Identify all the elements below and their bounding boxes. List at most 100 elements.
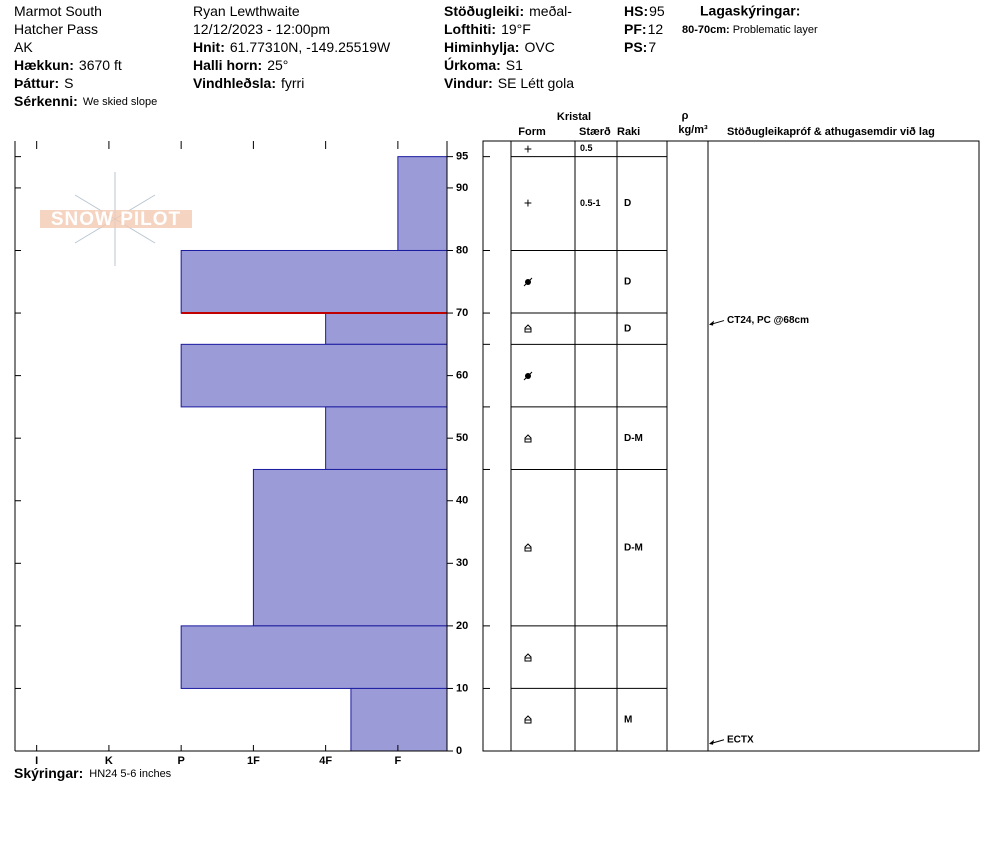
moisture: D-M [624,433,643,444]
grain-size: 0.5 [580,143,593,153]
y-tick-label: 90 [456,182,468,194]
x-tick-label: K [105,755,113,767]
test-label: CT24, PC @68cm [727,315,809,326]
field-value: 7 [648,39,656,55]
field-value: 61.77310N, -149.25519W [230,39,391,55]
header-field: 12/12/2023 - 12:00pm [193,21,330,37]
table-header: Stöðugleikapróf & athugasemdir við lag [727,126,935,138]
arrow-head [709,320,714,326]
note-label: 80-70cm: [682,24,730,36]
moisture: D [624,198,631,209]
footer: Skýringar: HN24 5-6 inches [14,765,172,781]
moisture: D [624,323,631,334]
moisture: D-M [624,542,643,553]
y-tick-label: 50 [456,432,468,444]
hardness-layer [180,249,448,314]
form-symbol [524,653,532,662]
hardness-layer [325,312,448,345]
logo-band [40,210,192,228]
header-field: Vindhleðsla: fyrri [193,75,304,91]
header-field: Stöðugleiki: meðal- [444,3,572,19]
form-symbol [524,543,532,552]
table-header: Kristal [557,111,591,123]
field-label: Himinhylja: [444,39,519,55]
y-tick-label: 80 [456,244,468,256]
field-label: Þáttur: [14,75,59,91]
form-symbol: + [524,195,532,211]
field-value: SE Létt gola [498,75,574,91]
form-symbol [523,277,533,287]
field-label: Vindur: [444,75,493,91]
hardness-layer [180,343,448,408]
field-label: Vindhleðsla: [193,75,276,91]
form-symbol [524,324,532,333]
field-value: 3670 ft [79,57,122,73]
field-value: AK [14,39,33,55]
header-field: PF:12 [624,21,663,37]
field-value: 95 [649,3,665,19]
y-tick-label: 10 [456,682,468,694]
field-value: 12/12/2023 - 12:00pm [193,21,330,37]
field-value: Ryan Lewthwaite [193,3,300,19]
grain-size: 0.5-1 [580,198,601,208]
field-value: S [64,75,73,91]
table-header: Form [518,126,546,138]
header-field: Himinhylja: OVC [444,39,555,55]
y-tick-label: 95 [456,151,468,163]
arrow-head [709,739,714,745]
header-field: Hækkun: 3670 ft [14,57,122,73]
x-tick-label: P [177,755,184,767]
header-field: Halli horn: 25° [193,57,288,73]
field-label: Hnit: [193,39,225,55]
field-label: Hækkun: [14,57,74,73]
y-tick-label: 60 [456,370,468,382]
header-field: Vindur: SE Létt gola [444,75,574,91]
hardness-layer [180,625,448,689]
y-tick-label: 30 [456,557,468,569]
y-tick-label: 20 [456,620,468,632]
table-header: Stærð [579,126,611,138]
table-header: kg/m³ [678,124,708,136]
moisture: D [624,276,631,287]
footer-value: HN24 5-6 inches [89,768,171,780]
field-value: 19°F [501,21,531,37]
hardness-layer [325,406,448,470]
field-label: Sérkenni: [14,93,78,109]
moisture: M [624,714,632,725]
form-symbol: + [524,141,532,157]
header-field: HS:95 [624,3,665,19]
field-label: PF: [624,21,647,37]
form-symbol [524,434,532,443]
field-label: Stöðugleiki: [444,3,524,19]
logo-text: SNOW PILOT [51,209,181,230]
x-tick-label: 4F [319,755,332,767]
y-tick-label: 70 [456,307,468,319]
y-tick-label: 0 [456,745,462,757]
field-value: 25° [267,57,288,73]
x-tick-label: 1F [247,755,260,767]
field-label: Úrkoma: [444,56,501,73]
note-text: Problematic layer [733,24,818,36]
field-value: Hatcher Pass [14,21,98,37]
form-symbol [524,715,532,724]
notes-title: Lagaskýringar: [700,3,800,19]
field-value: OVC [524,39,554,55]
header-field: Hatcher Pass [14,21,98,37]
field-value: Marmot South [14,3,102,19]
header-field: Þáttur: S [14,75,73,91]
y-tick-label: 40 [456,495,468,507]
field-value: We skied slope [83,96,157,108]
x-tick-label: I [35,755,38,767]
field-value: S1 [506,57,523,73]
table-header: Raki [617,126,640,138]
header-field: Hnit: 61.77310N, -149.25519W [193,39,391,55]
x-tick-label: F [395,755,402,767]
header-field: Sérkenni: We skied slope [14,93,157,109]
header-field: Marmot South [14,3,102,19]
field-value: meðal- [529,3,572,19]
field-label: HS: [624,3,648,19]
footer-label: Skýringar: [14,765,83,781]
header-field: PS:7 [624,39,656,55]
form-symbol [523,371,533,381]
